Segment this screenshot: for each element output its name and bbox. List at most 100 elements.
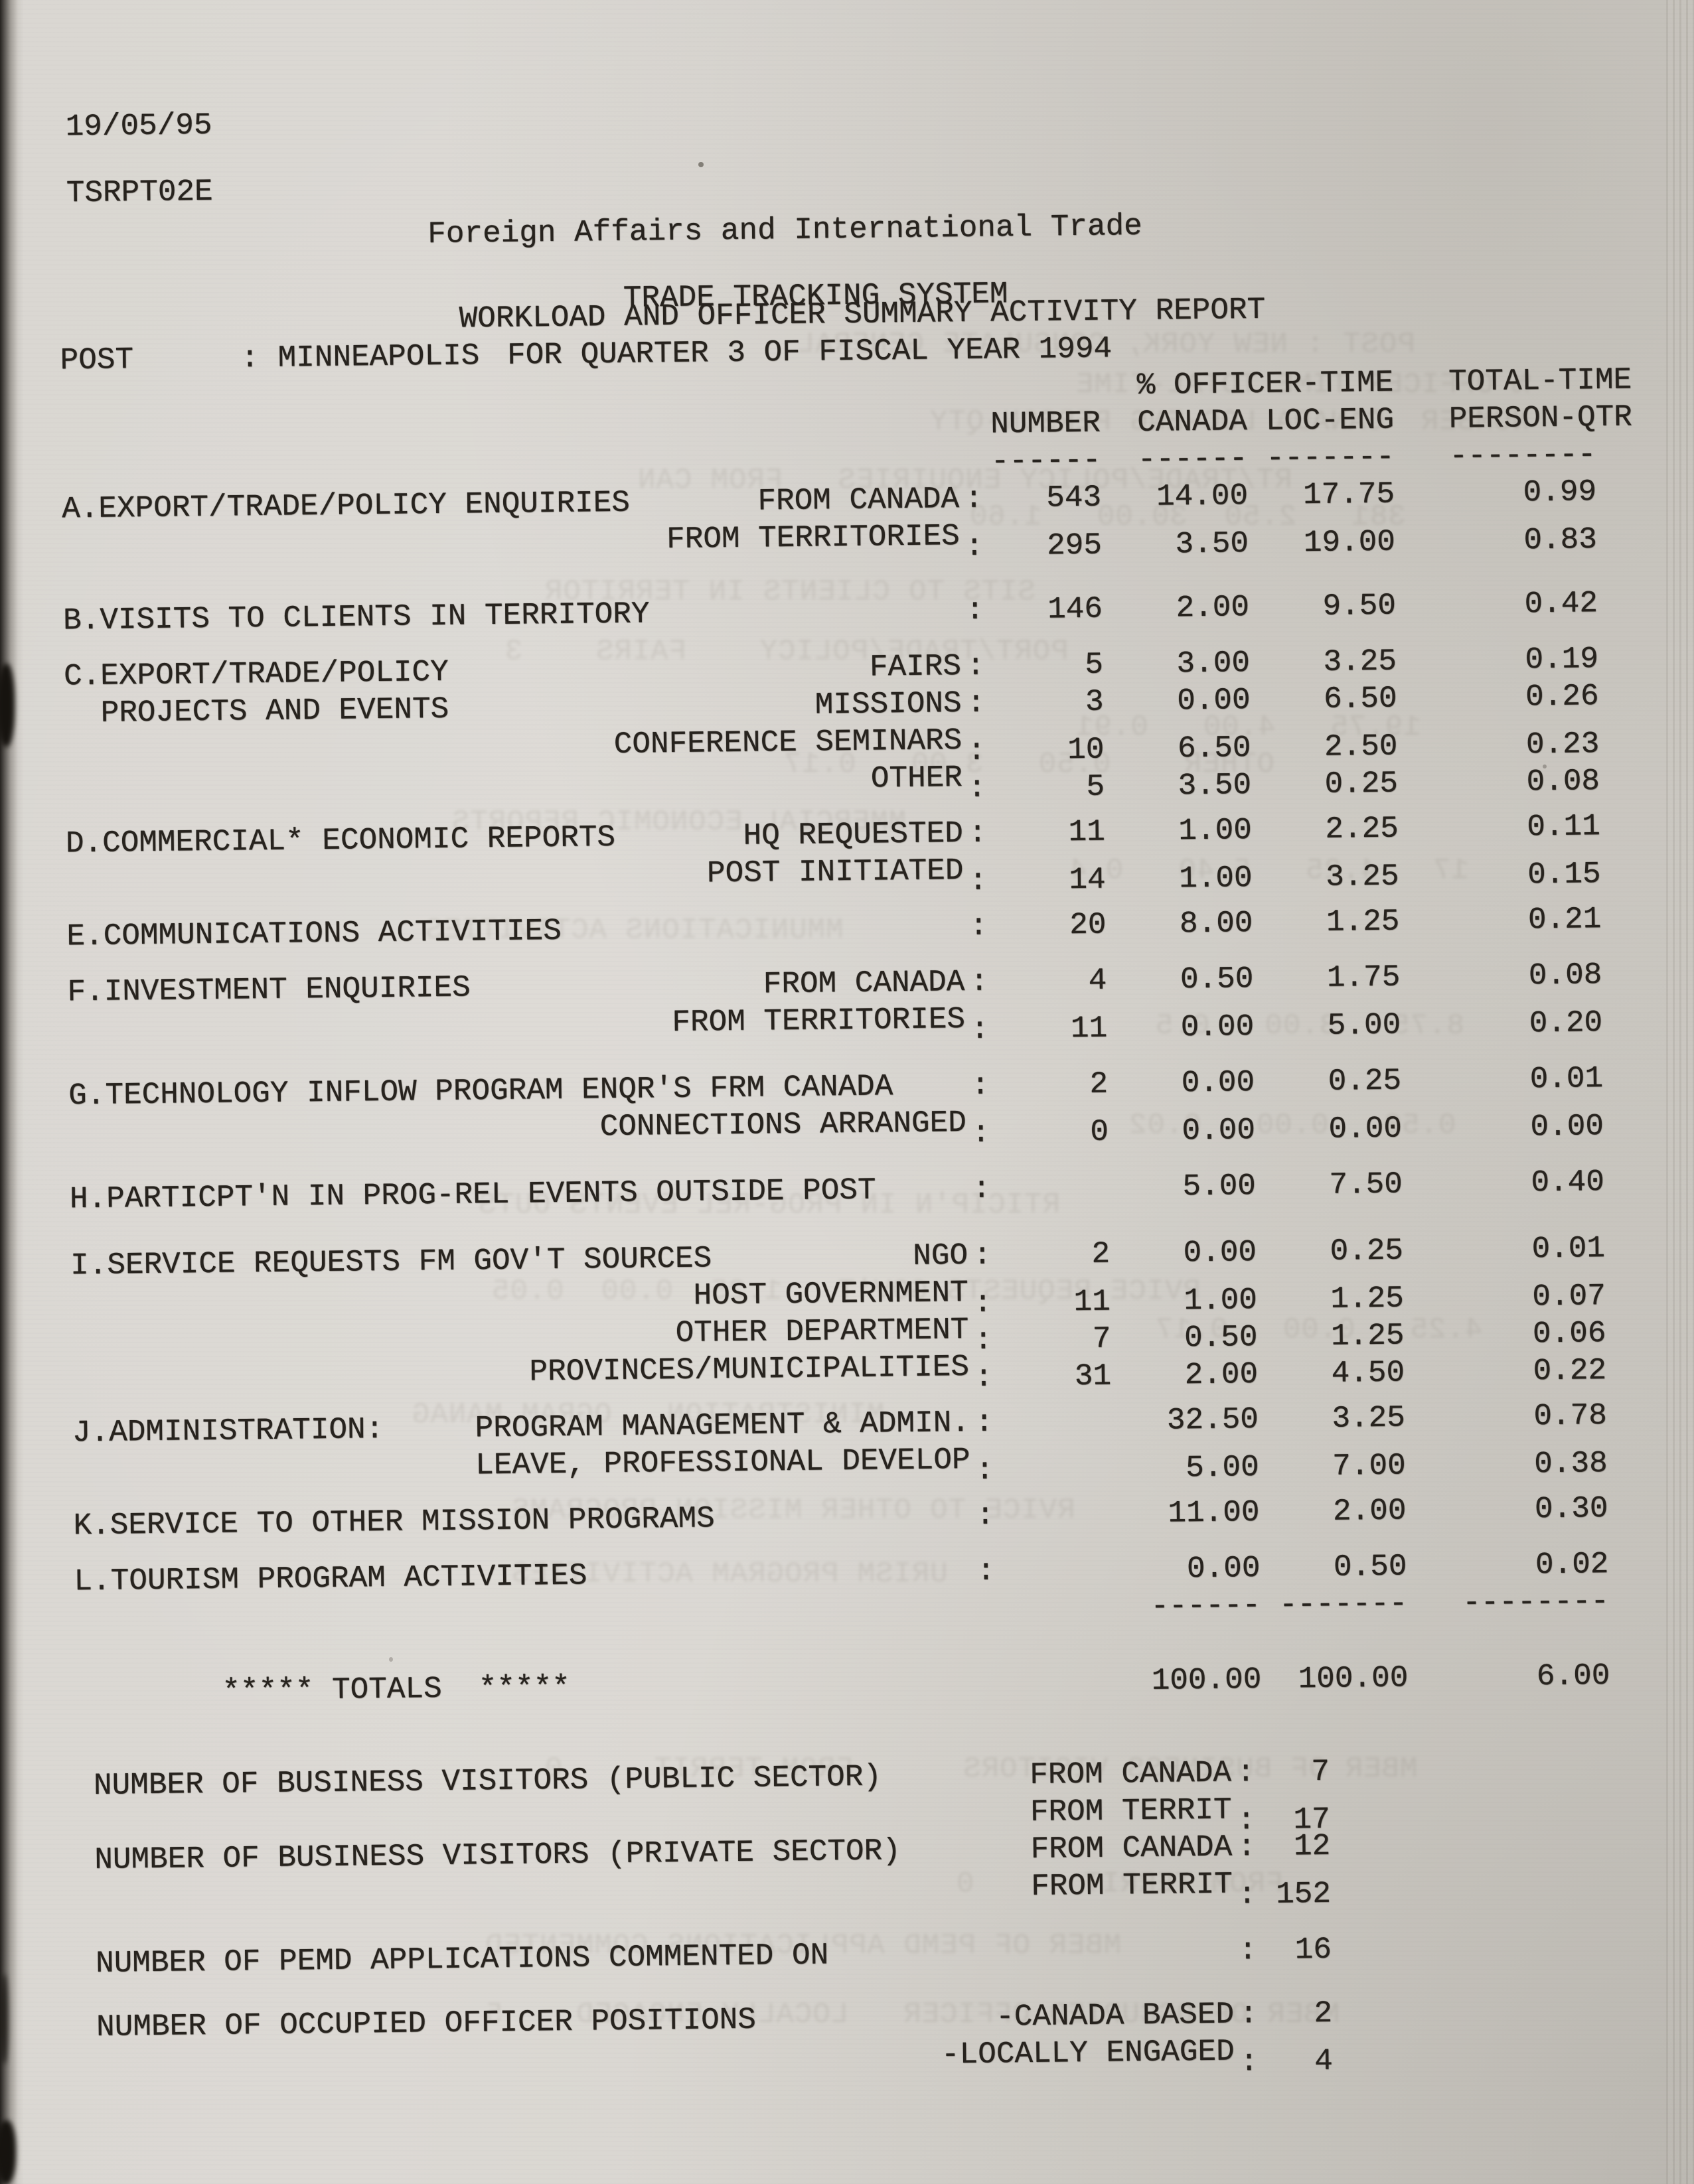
cell-canada: 0.50 (1184, 1320, 1258, 1356)
row-sublabel: PROGRAM MANAGEMENT & ADMIN. (475, 1405, 970, 1446)
colon: : (970, 1012, 990, 1047)
colon: : (974, 1405, 994, 1440)
cell-canada: 2.00 (1176, 590, 1250, 626)
cell-person-qtr: 0.78 (1533, 1398, 1608, 1434)
footer-sublabel: -CANADA BASED (995, 1997, 1235, 2035)
scan-speck (389, 1657, 393, 1662)
colon: : (968, 863, 988, 899)
cell-number (1004, 1577, 1114, 1579)
row-sublabel: MISSIONS (814, 686, 962, 723)
cell-canada: 1.00 (1184, 1283, 1258, 1319)
totals-loc-eng: 100.00 (1298, 1660, 1409, 1697)
cell-person-qtr: 0.19 (1525, 642, 1599, 678)
cell-person-qtr: 0.11 (1527, 809, 1601, 845)
colon: : (1239, 1997, 1258, 2032)
row-label: A.EXPORT/TRADE/POLICY ENQUIRIES (61, 485, 631, 527)
row-sublabel: FROM TERRITORIES (666, 519, 961, 557)
totals-canada: 100.00 (1151, 1662, 1262, 1698)
row-sublabel: FROM TERRITORIES (672, 1001, 966, 1040)
cell-loc-eng: 2.00 (1332, 1493, 1407, 1529)
scan-artifact (0, 664, 15, 747)
cell-canada: 1.00 (1178, 813, 1253, 849)
row-label: D.COMMERCIAL* ECONOMIC REPORTS (65, 820, 616, 861)
row-label: E.COMMUNICATIONS ACTIVITIES (66, 913, 562, 954)
colon: : (965, 593, 984, 628)
cell-person-qtr: 0.02 (1535, 1547, 1609, 1583)
footer-label (95, 1879, 96, 1916)
colon: : (974, 1323, 993, 1358)
cell-loc-eng: 7.50 (1329, 1167, 1403, 1202)
cell-loc-eng: 1.75 (1326, 960, 1401, 995)
cell-number (1003, 1522, 1113, 1523)
colon: : (975, 1453, 994, 1488)
footer-value: 4 (1314, 2043, 1334, 2079)
cell-person-qtr: 0.22 (1533, 1353, 1607, 1389)
footer-value: 16 (1294, 1932, 1332, 1968)
row-label: L.TOURISM PROGRAM ACTIVITIES (74, 1558, 587, 1599)
cell-number (1002, 1429, 1112, 1431)
cell-person-qtr: 0.06 (1532, 1316, 1606, 1352)
cell-person-qtr: 0.21 (1527, 902, 1602, 938)
row-label (69, 1114, 70, 1151)
footer-sublabel: FROM CANADA (1030, 1830, 1233, 1867)
cell-person-qtr: 0.26 (1525, 679, 1599, 715)
row-label (64, 732, 65, 769)
cell-canada: 6.50 (1177, 731, 1251, 766)
cell-loc-eng: 2.50 (1324, 729, 1398, 764)
cell-number: 5 (1085, 647, 1104, 682)
scan-artifact (0, 2120, 16, 2184)
colon: : (964, 529, 984, 564)
cell-person-qtr: 0.30 (1534, 1491, 1608, 1527)
row-sublabel: HOST GOVERNMENT (693, 1275, 968, 1313)
cell-person-qtr: 0.20 (1529, 1005, 1603, 1041)
cell-canada: 2.00 (1184, 1357, 1259, 1393)
cell-number: 10 (1067, 732, 1105, 768)
footer-sublabel: -LOCALLY ENGAGED (941, 2034, 1235, 2073)
cell-person-qtr: 0.15 (1527, 857, 1601, 893)
cell-canada: 3.50 (1175, 526, 1249, 562)
cell-person-qtr: 0.40 (1531, 1165, 1605, 1201)
cell-person-qtr: 0.01 (1531, 1231, 1606, 1267)
cell-canada: 8.00 (1179, 906, 1253, 942)
cell-canada: 1.00 (1178, 861, 1253, 897)
cell-person-qtr: 0.08 (1528, 958, 1602, 993)
cell-canada: 0.50 (1180, 962, 1254, 997)
cell-number: 2 (1089, 1066, 1109, 1102)
cell-loc-eng: 4.50 (1331, 1355, 1405, 1391)
row-sublabel: OTHER DEPARTMENT (675, 1312, 969, 1350)
colon: : (966, 686, 986, 721)
cell-canada: 0.00 (1183, 1235, 1257, 1271)
row-label (62, 528, 63, 565)
rule-dashes: -------- (1462, 1584, 1610, 1621)
colon: : (967, 770, 986, 806)
cell-number: 4 (1088, 963, 1107, 998)
row-sublabel: POST INITIATED (706, 853, 964, 891)
row-label: J.ADMINISTRATION: (72, 1412, 384, 1451)
cell-number: 543 (1045, 480, 1102, 516)
cell-number: 11 (1073, 1284, 1111, 1320)
cell-person-qtr: 0.83 (1523, 522, 1598, 558)
cell-loc-eng: 2.25 (1325, 811, 1399, 847)
report-code: TSRPT02E (66, 174, 213, 211)
colon: : (1237, 1877, 1257, 1913)
cell-loc-eng: 5.00 (1327, 1007, 1401, 1043)
scan-left-edge (0, 0, 24, 2184)
scan-artifact (0, 1974, 8, 2064)
cell-canada: 3.00 (1176, 646, 1251, 682)
cell-loc-eng: 0.25 (1324, 766, 1399, 802)
scan-speck (1543, 764, 1547, 768)
row-label: F.INVESTMENT ENQUIRIES (67, 970, 471, 1010)
row-sublabel: OTHER (870, 760, 963, 796)
rule-dashes: ------ (1137, 441, 1248, 477)
footer-value: 7 (1311, 1754, 1330, 1790)
cell-loc-eng: 7.00 (1332, 1448, 1406, 1484)
cell-number: 0 (1090, 1114, 1109, 1149)
row-sublabel: FROM CANADA (757, 482, 960, 519)
report-subtitle: FOR QUARTER 3 OF FISCAL YEAR 1994 (506, 331, 1113, 373)
cell-canada: 32.50 (1166, 1402, 1259, 1438)
row-label: PROJECTS AND EVENTS (100, 692, 449, 731)
cell-canada: 0.00 (1181, 1065, 1255, 1101)
row-label: K.SERVICE TO OTHER MISSION PROGRAMS (73, 1501, 715, 1544)
colon: : (970, 964, 989, 999)
